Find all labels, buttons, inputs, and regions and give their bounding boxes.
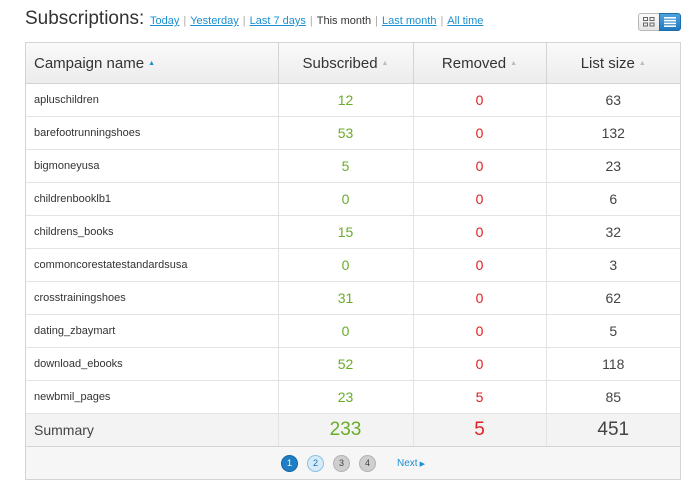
table-row: childrenbooklb1 0 0 6 [26, 182, 680, 216]
removed-count: 0 [412, 314, 546, 348]
table-row: bigmoneyusa 5 0 23 [26, 149, 680, 183]
table-row: newbmil_pages 23 5 85 [26, 380, 680, 414]
filter-all-time[interactable]: All time [447, 15, 484, 27]
filter-today[interactable]: Today [150, 15, 180, 27]
list-size: 23 [545, 149, 680, 183]
page-2-button[interactable]: 2 [307, 454, 325, 472]
campaign-name: childrenbooklb1 [26, 182, 278, 216]
campaign-name: bigmoneyusa [26, 149, 278, 183]
page-3-button[interactable]: 3 [333, 454, 351, 472]
column-header-label: List size [580, 54, 635, 72]
filter-separator: | [183, 15, 187, 27]
table-row: download_ebooks 52 0 118 [26, 347, 680, 381]
subscribed-count: 0 [277, 314, 413, 348]
campaign-name: apluschildren [26, 83, 278, 117]
removed-count: 0 [412, 116, 546, 150]
sort-ascending-icon: ▲ [148, 60, 155, 68]
subscribed-count: 0 [277, 248, 413, 282]
pagination: 1 2 3 4 Next ▶ [26, 447, 680, 479]
subscribed-count: 23 [277, 380, 413, 414]
removed-count: 0 [412, 347, 546, 381]
removed-count: 5 [412, 380, 546, 414]
list-view-icon [664, 17, 676, 27]
list-size: 132 [545, 116, 680, 150]
campaign-name: download_ebooks [26, 347, 278, 381]
sort-icon: ▲ [510, 60, 518, 68]
column-header-campaign[interactable]: Campaign name ▲ [26, 43, 278, 84]
subscribed-count: 5 [277, 149, 413, 183]
summary-list-size: 451 [545, 413, 680, 447]
next-page-link[interactable]: Next ▶ [397, 458, 425, 469]
filter-separator: | [242, 15, 246, 27]
list-size: 32 [545, 215, 680, 249]
campaign-name: crosstrainingshoes [26, 281, 278, 315]
list-size: 3 [545, 248, 680, 282]
removed-count: 0 [412, 83, 546, 117]
table-row: apluschildren 12 0 63 [26, 83, 680, 117]
list-size: 63 [545, 83, 680, 117]
filter-last-month[interactable]: Last month [382, 15, 437, 27]
chevron-right-icon: ▶ [419, 460, 425, 468]
removed-count: 0 [412, 248, 546, 282]
removed-count: 0 [412, 215, 546, 249]
view-toggle [638, 13, 681, 31]
campaign-name: commoncorestatestandardsusa [26, 248, 278, 282]
date-filter-bar: Today | Yesterday | Last 7 days | This month | L… [150, 15, 483, 27]
subscribed-count: 53 [277, 116, 413, 150]
removed-count: 0 [412, 182, 546, 216]
filter-separator: | [440, 15, 444, 27]
summary-label: Summary [26, 413, 278, 447]
campaign-name: newbmil_pages [26, 380, 278, 414]
subscribed-count: 31 [277, 281, 413, 315]
campaign-name: childrens_books [26, 215, 278, 249]
table-row: barefootrunningshoes 53 0 132 [26, 116, 680, 150]
list-size: 118 [545, 347, 680, 381]
table-row: childrens_books 15 0 32 [26, 215, 680, 249]
campaign-name: barefootrunningshoes [26, 116, 278, 150]
column-header-label: Campaign name [34, 54, 145, 72]
page-1-button[interactable]: 1 [281, 454, 299, 472]
filter-separator: | [375, 15, 379, 27]
page-4-button[interactable]: 4 [359, 454, 377, 472]
grid-view-button[interactable] [638, 13, 660, 31]
subscribed-count: 15 [277, 215, 413, 249]
subscribed-count: 52 [277, 347, 413, 381]
table-row: crosstrainingshoes 31 0 62 [26, 281, 680, 315]
column-header-label: Subscribed [302, 54, 378, 72]
list-view-button[interactable] [659, 13, 681, 31]
sort-icon: ▲ [381, 60, 389, 68]
summary-removed: 5 [412, 413, 546, 447]
subscriptions-header: Subscriptions: Today | Yesterday | Last 7 da… [25, 8, 681, 36]
removed-count: 0 [412, 149, 546, 183]
list-size: 6 [545, 182, 680, 216]
table-header-row: Campaign name ▲ Subscribed ▲ Removed ▲ List… [26, 43, 680, 84]
filter-separator: | [309, 15, 313, 27]
table-row: dating_zbaymart 0 0 5 [26, 314, 680, 348]
page-title: Subscriptions: [25, 8, 145, 29]
grid-view-icon [643, 17, 655, 27]
column-header-list-size[interactable]: List size ▲ [545, 43, 680, 84]
list-size: 85 [545, 380, 680, 414]
column-header-removed[interactable]: Removed ▲ [412, 43, 546, 84]
column-header-subscribed[interactable]: Subscribed ▲ [277, 43, 413, 84]
list-size: 62 [545, 281, 680, 315]
subscribed-count: 0 [277, 182, 413, 216]
filter-this-month[interactable]: This month [316, 15, 372, 27]
subscribed-count: 12 [277, 83, 413, 117]
filter-last-7-days[interactable]: Last 7 days [249, 15, 306, 27]
summary-subscribed: 233 [277, 413, 413, 447]
removed-count: 0 [412, 281, 546, 315]
table-row: commoncorestatestandardsusa 0 0 3 [26, 248, 680, 282]
next-label: Next [397, 457, 418, 469]
summary-row: Summary 233 5 451 [26, 413, 680, 447]
campaign-name: dating_zbaymart [26, 314, 278, 348]
list-size: 5 [545, 314, 680, 348]
subscriptions-table: Campaign name ▲ Subscribed ▲ Removed ▲ List… [25, 42, 681, 480]
filter-yesterday[interactable]: Yesterday [190, 15, 239, 27]
column-header-label: Removed [441, 54, 507, 72]
sort-icon: ▲ [638, 60, 646, 68]
